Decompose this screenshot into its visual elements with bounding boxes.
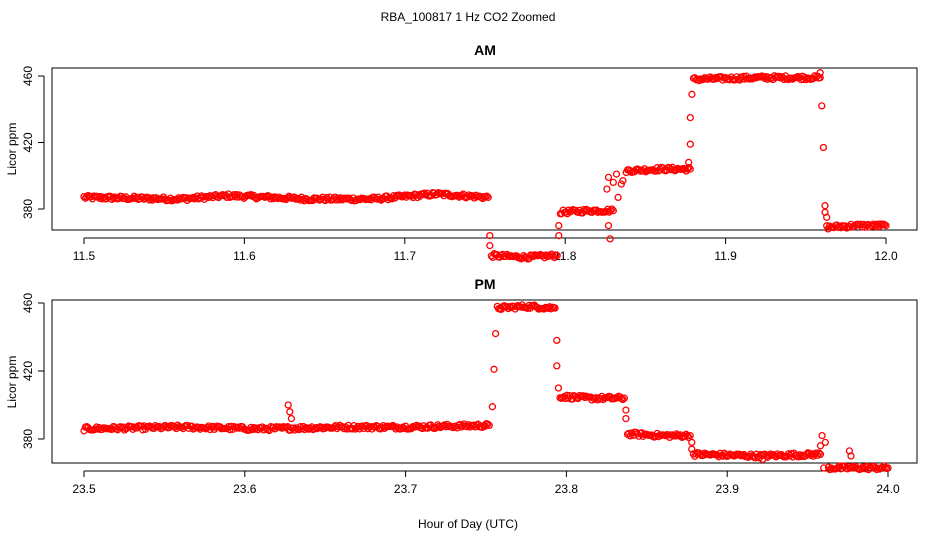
data-point — [688, 90, 696, 98]
data-point — [617, 180, 625, 188]
data-point — [847, 452, 855, 460]
data-point — [486, 231, 494, 240]
data-point — [614, 193, 622, 202]
data-point — [606, 235, 614, 243]
panel-am-axes: 11.5 11.6 11.7 11.8 11.9 12.0 380 420 460 — [21, 66, 898, 263]
data-point — [685, 158, 693, 167]
data-point — [686, 431, 694, 440]
data-point — [683, 165, 692, 173]
panel-pm-frame — [51, 299, 918, 464]
data-point — [622, 406, 630, 414]
data-point — [818, 102, 826, 110]
data-point — [815, 449, 823, 457]
x-tick-label: 12.0 — [874, 249, 898, 263]
data-point — [484, 420, 492, 428]
panel-pm-ylabel: Licor ppm — [5, 356, 19, 409]
x-tick-label: 11.5 — [73, 249, 96, 263]
data-point — [484, 193, 492, 202]
panel-pm-title: PM — [475, 276, 496, 292]
y-tick-label: 460 — [21, 293, 35, 313]
data-point — [603, 185, 611, 193]
y-tick-label: 460 — [21, 66, 35, 86]
data-point — [685, 163, 693, 172]
data-point — [683, 432, 692, 440]
data-point — [652, 167, 660, 175]
data-point — [554, 384, 563, 392]
data-point — [821, 202, 829, 210]
data-point — [821, 438, 829, 447]
data-point — [774, 72, 783, 81]
data-point — [816, 74, 824, 82]
data-point — [551, 304, 559, 312]
data-point — [612, 170, 621, 178]
data-point — [686, 140, 694, 148]
x-tick-label: 11.8 — [554, 249, 577, 263]
panel-am-title: AM — [474, 42, 496, 58]
panel-pm-points — [80, 301, 892, 474]
x-tick-label: 11.7 — [394, 249, 417, 263]
data-point — [491, 329, 500, 338]
data-point — [688, 438, 696, 447]
data-point — [488, 403, 497, 411]
data-point — [606, 207, 615, 215]
data-point — [486, 241, 494, 250]
panel-am-points — [80, 69, 890, 263]
data-point — [859, 463, 867, 471]
data-point — [823, 213, 831, 221]
data-point — [688, 445, 696, 453]
data-point — [555, 231, 563, 240]
data-point — [622, 414, 630, 423]
data-point — [884, 464, 892, 472]
y-tick-label: 380 — [21, 429, 35, 449]
data-point — [604, 221, 613, 230]
x-tick-label: 24.0 — [876, 482, 900, 496]
x-tick-label: 23.5 — [72, 482, 96, 496]
data-point — [816, 69, 824, 77]
data-point — [686, 113, 694, 122]
data-point — [820, 464, 828, 472]
data-point — [485, 421, 493, 430]
x-tick-label: 23.6 — [233, 482, 257, 496]
panel-am-frame — [51, 67, 918, 231]
data-point — [608, 205, 616, 213]
data-point — [553, 362, 561, 370]
x-tick-label: 23.8 — [555, 482, 579, 496]
x-axis-label: Hour of Day (UTC) — [418, 517, 518, 531]
data-point — [609, 178, 617, 187]
data-point — [686, 165, 694, 173]
data-point — [619, 177, 627, 185]
data-point — [819, 143, 828, 152]
data-point — [849, 462, 857, 471]
data-point — [758, 455, 767, 464]
data-point — [284, 401, 292, 409]
panel-am: AM Licor ppm 11.5 11.6 11.7 11.8 11.9 12.0 380… — [5, 42, 918, 263]
data-point — [604, 173, 613, 182]
y-tick-label: 420 — [21, 361, 35, 381]
panel-am-ylabel: Licor ppm — [5, 123, 19, 176]
data-point — [882, 221, 890, 230]
data-point — [818, 431, 826, 440]
data-point — [287, 414, 296, 423]
data-point — [490, 365, 498, 373]
y-tick-label: 420 — [21, 132, 35, 152]
data-point — [609, 207, 617, 215]
data-point — [286, 408, 294, 416]
data-point — [620, 394, 628, 402]
panel-pm-axes: 23.5 23.6 23.7 23.8 23.9 24.0 380 420 460 — [21, 293, 900, 496]
data-point — [553, 251, 561, 260]
data-point — [483, 192, 491, 200]
x-tick-label: 11.6 — [233, 249, 256, 263]
figure-title: RBA_100817 1 Hz CO2 Zoomed — [381, 10, 556, 24]
x-tick-label: 11.9 — [714, 249, 737, 263]
x-tick-label: 23.7 — [394, 482, 418, 496]
data-point — [619, 395, 627, 404]
x-tick-label: 23.9 — [716, 482, 740, 496]
panel-pm: PM Licor ppm 23.5 23.6 23.7 23.8 23.9 24.0 380… — [5, 276, 918, 496]
y-tick-label: 380 — [21, 199, 35, 219]
data-point — [816, 450, 825, 458]
data-point — [553, 336, 561, 345]
data-point — [816, 442, 825, 450]
data-point — [555, 221, 563, 230]
